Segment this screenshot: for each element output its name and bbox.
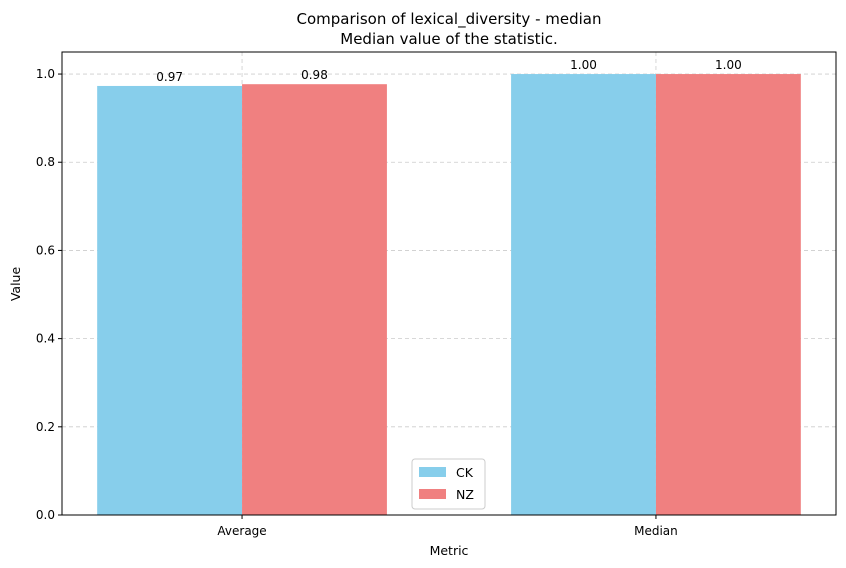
data-labels: 0.97 1.00 0.98 1.00 [156, 58, 741, 84]
y-tick-label: 0.4 [36, 332, 55, 346]
x-tick-label: Median [634, 524, 678, 538]
bar-nz-average [242, 84, 387, 516]
y-tick-label: 0.2 [36, 420, 55, 434]
data-label-nz-median: 1.00 [715, 58, 742, 72]
chart-title: Comparison of lexical_diversity - median [297, 10, 602, 29]
legend: CK NZ [411, 458, 486, 510]
bar-ck-average [97, 85, 243, 515]
y-tick-label: 0.8 [36, 155, 55, 169]
plot-frame [61, 51, 837, 516]
y-axis: 0.0 0.2 0.4 0.6 0.8 1.0 [36, 67, 62, 522]
x-axis: Average Median [217, 515, 678, 538]
legend-swatch-nz [419, 489, 446, 499]
bar-ck-median [511, 74, 656, 516]
x-tick-label: Average [217, 524, 266, 538]
data-label-nz-average: 0.98 [301, 68, 328, 82]
bar-nz-median [655, 74, 801, 516]
x-axis-label: Metric [430, 543, 469, 558]
legend-label-nz: NZ [456, 487, 474, 502]
y-tick-label: 1.0 [36, 67, 55, 81]
y-axis-label: Value [8, 267, 23, 302]
y-tick-label: 0.0 [36, 508, 55, 522]
legend-box [411, 458, 486, 510]
data-label-ck-average: 0.97 [156, 70, 183, 84]
data-label-ck-median: 1.00 [570, 58, 597, 72]
legend-label-ck: CK [456, 465, 474, 480]
legend-swatch-ck [419, 467, 446, 477]
chart-subtitle: Median value of the statistic. [340, 30, 558, 48]
bars [97, 74, 801, 516]
y-tick-label: 0.6 [36, 243, 55, 257]
